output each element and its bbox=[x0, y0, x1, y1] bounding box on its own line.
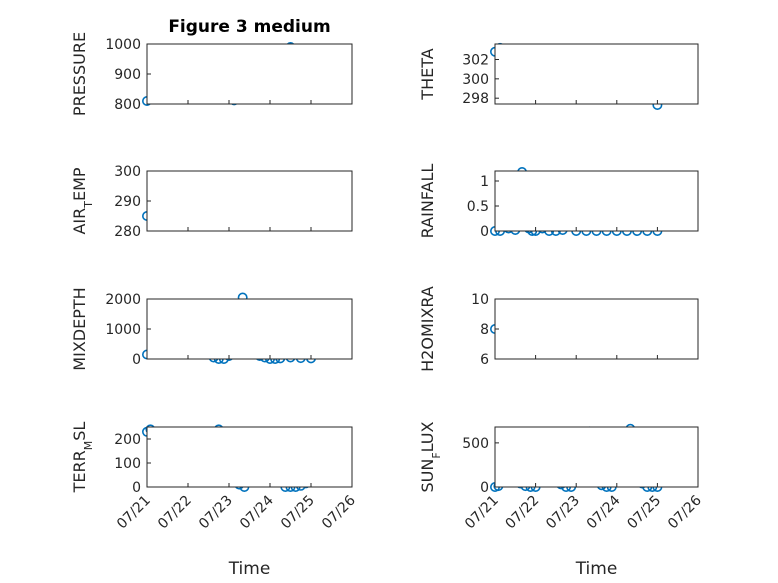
subplot-rainfall: 0 0.5 1 RAINFALL bbox=[418, 164, 699, 240]
y-tick-label: 280 bbox=[114, 224, 141, 240]
y-axis-label: AIRTEMP bbox=[70, 167, 95, 234]
axes-frame bbox=[494, 298, 699, 360]
y-tick-label: 290 bbox=[114, 194, 141, 210]
subplot-pressure: 800 900 1000 PRESSURE Figure 3 medium bbox=[70, 17, 353, 116]
y-tick-label: 6 bbox=[480, 352, 489, 368]
subplot-theta: 298 300 302 THETA bbox=[418, 42, 699, 110]
y-tick-label: 10 bbox=[471, 292, 489, 308]
y-tick-label: 0.5 bbox=[467, 199, 489, 215]
subplot-mixdepth: 0 1000 2000 MIXDEPTH bbox=[70, 287, 353, 371]
y-tick-label: 0 bbox=[480, 480, 489, 496]
axes-frame bbox=[494, 426, 699, 488]
y-tick-label: 300 bbox=[114, 164, 141, 180]
y-tick-label: 900 bbox=[114, 67, 141, 83]
y-axis-label: MIXDEPTH bbox=[70, 287, 89, 370]
y-tick-label: 0 bbox=[480, 224, 489, 240]
y-tick-label: 300 bbox=[462, 72, 489, 88]
y-tick-label: 0 bbox=[132, 480, 141, 496]
y-tick-label: 298 bbox=[462, 91, 489, 107]
axes-frame bbox=[146, 298, 353, 360]
y-tick-label: 2000 bbox=[105, 292, 141, 308]
axes-frame bbox=[146, 170, 353, 232]
y-tick-label: 1 bbox=[480, 174, 489, 190]
y-tick-label: 100 bbox=[114, 456, 141, 472]
axes-frame bbox=[494, 170, 699, 232]
y-tick-label: 200 bbox=[114, 432, 141, 448]
y-axis-label: RAINFALL bbox=[418, 164, 437, 239]
y-tick-label: 500 bbox=[462, 436, 489, 452]
axes-frame bbox=[146, 43, 353, 105]
y-axis-label: H2OMIXRA bbox=[418, 286, 437, 372]
y-axis-label: PRESSURE bbox=[70, 32, 89, 116]
y-tick-label: 1000 bbox=[105, 37, 141, 53]
y-tick-label: 1000 bbox=[105, 322, 141, 338]
y-axis-label: THETA bbox=[418, 48, 437, 100]
axes-frame bbox=[146, 426, 353, 488]
axes-frame bbox=[494, 43, 699, 105]
y-tick-label: 8 bbox=[480, 322, 489, 338]
figure-title: Figure 3 medium bbox=[168, 17, 330, 37]
y-tick-label: 0 bbox=[132, 352, 141, 368]
x-axis-label: Time bbox=[228, 559, 271, 579]
y-tick-label: 800 bbox=[114, 97, 141, 113]
x-axis-label: Time bbox=[575, 559, 618, 579]
subplot-air_temp: 280 290 300 AIRTEMP bbox=[70, 164, 353, 240]
subplot-h2omixra: 6 8 10 H2OMIXRA bbox=[418, 286, 699, 372]
y-tick-label: 302 bbox=[462, 52, 489, 68]
